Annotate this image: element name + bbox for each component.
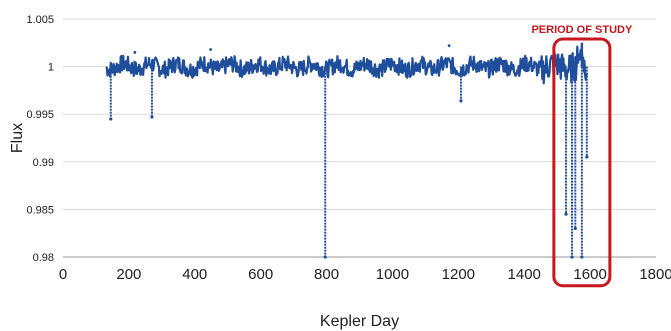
x-tick-label: 1400 [508, 266, 541, 283]
data-point [447, 44, 451, 48]
period-of-study-annotation: PERIOD OF STUDY [531, 24, 633, 288]
y-tick-label: 1 [48, 62, 54, 74]
y-tick-label: 0.99 [33, 157, 54, 169]
x-axis-label: Kepler Day [320, 313, 399, 330]
x-tick-label: 1200 [442, 266, 475, 283]
y-axis-ticks: 0.98 0.985 0.99 0.995 1 1.005 [26, 14, 54, 264]
flux-series [105, 42, 589, 259]
data-point [133, 50, 137, 54]
y-tick-label: 0.985 [26, 204, 54, 216]
x-tick-label: 800 [314, 266, 339, 283]
flux-line [105, 45, 589, 85]
period-of-study-box [552, 37, 612, 288]
data-point [323, 255, 327, 259]
x-axis-ticks: 0 200 400 600 800 1000 1200 1400 1600 1800 [59, 266, 671, 283]
period-of-study-label: PERIOD OF STUDY [531, 24, 633, 36]
y-axis-label: Flux [9, 123, 26, 153]
x-tick-label: 200 [116, 266, 141, 283]
data-point [580, 255, 584, 259]
x-tick-label: 400 [182, 266, 207, 283]
data-point [109, 117, 113, 121]
y-tick-label: 0.995 [26, 109, 54, 121]
x-tick-label: 0 [59, 266, 67, 283]
y-tick-label: 1.005 [26, 14, 54, 26]
x-tick-label: 1600 [573, 266, 606, 283]
x-tick-label: 600 [248, 266, 273, 283]
data-point [150, 115, 154, 119]
data-point [570, 255, 574, 259]
x-tick-label: 1800 [639, 266, 671, 283]
y-tick-label: 0.98 [33, 252, 54, 264]
data-point [459, 99, 463, 103]
data-point [585, 155, 589, 159]
data-point [573, 226, 577, 231]
data-point [564, 212, 568, 216]
x-tick-label: 1000 [376, 266, 409, 283]
data-point [209, 48, 212, 51]
